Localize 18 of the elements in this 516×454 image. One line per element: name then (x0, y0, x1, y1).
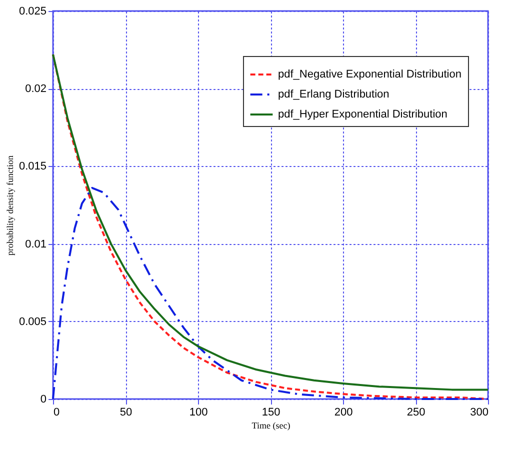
x-tick-label: 100 (189, 406, 208, 418)
legend-label: pdf_Negative Exponential Distribution (278, 68, 462, 80)
x-tick-label: 150 (262, 406, 280, 418)
x-tick-label: 200 (334, 406, 353, 418)
y-tick-label: 0 (40, 394, 46, 406)
x-tick-label: 250 (406, 406, 426, 418)
x-tick-label: 0 (54, 406, 60, 418)
y-tick-label: 0.02 (25, 83, 46, 96)
y-axis-title: probability density function (4, 155, 15, 256)
legend-label: pdf_Erlang Distribution (278, 88, 390, 100)
x-tick-label: 300 (470, 406, 488, 418)
x-axis-title: Time (sec) (252, 420, 290, 430)
y-tick-label: 0.015 (18, 160, 46, 173)
y-tick-label: 0.01 (25, 238, 46, 250)
y-tick-label: 0.025 (18, 6, 46, 18)
x-tick-label: 50 (120, 406, 132, 418)
legend-label: pdf_Hyper Exponential Distribution (278, 108, 448, 120)
y-tick-label: 0.005 (18, 316, 46, 328)
